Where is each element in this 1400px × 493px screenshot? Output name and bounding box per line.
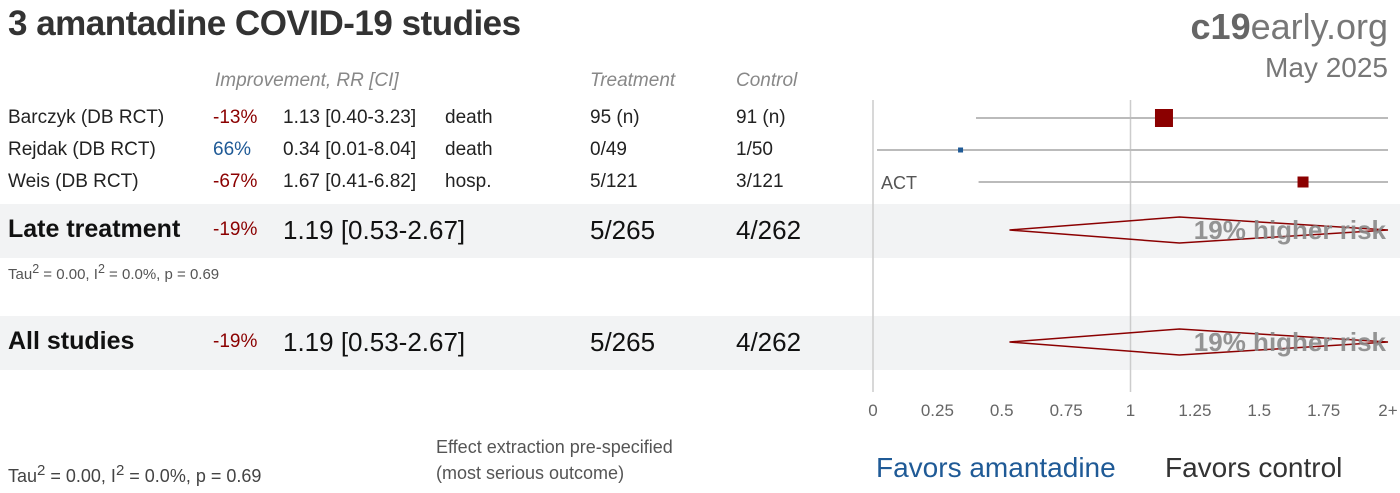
summary-band-late — [0, 204, 1400, 258]
x-tick-label: 1 — [1126, 401, 1135, 420]
het-tau-label: Tau — [8, 266, 33, 283]
study-point — [958, 147, 964, 153]
het-sup2: 2 — [115, 462, 125, 479]
study-treatment: 0/49 — [590, 139, 627, 160]
favors-control-label: Favors control — [1165, 452, 1343, 483]
summary-rr: 1.19 [0.53-2.67] — [283, 215, 466, 245]
study-point — [1297, 176, 1309, 188]
extraction-note: Effect extraction pre-specified (most ser… — [436, 434, 673, 486]
summary-treatment: 5/265 — [590, 215, 656, 245]
x-tick-label: 1.25 — [1178, 401, 1211, 420]
study-row: Barczyk (DB RCT) -13% 1.13 [0.40-3.23] d… — [0, 107, 870, 137]
het-mid: = 0.00, I — [45, 466, 116, 486]
het-sup2: 2 — [97, 262, 105, 276]
summary-row-all: All studies -19% 1.19 [0.53-2.67] 5/265 … — [0, 327, 870, 367]
study-treatment: 5/121 — [590, 171, 638, 192]
x-tick-label: 0.25 — [921, 401, 954, 420]
het-suffix: = 0.0%, p = 0.69 — [104, 266, 220, 283]
study-annotation: ACT — [881, 173, 917, 193]
x-tick-label: 1.75 — [1307, 401, 1340, 420]
x-tick-label: 2+ — [1378, 401, 1397, 420]
heterogeneity-late: Tau2 = 0.00, I2 = 0.0%, p = 0.69 — [8, 262, 219, 283]
summary-band-all — [0, 316, 1400, 370]
study-rr: 1.13 [0.40-3.23] — [283, 107, 417, 128]
summary-improvement: -19% — [213, 331, 258, 352]
summary-risk-label: 19% higher risk — [1194, 215, 1387, 245]
summary-treatment: 5/265 — [590, 327, 656, 357]
header-control: Control — [736, 70, 798, 91]
summary-name: Late treatment — [8, 215, 181, 243]
study-row: Rejdak (DB RCT) 66% 0.34 [0.01-8.04] dea… — [0, 139, 870, 169]
het-sup: 2 — [37, 462, 46, 479]
summary-control: 4/262 — [736, 327, 802, 357]
het-mid: = 0.00, I — [39, 266, 98, 283]
summary-name: All studies — [8, 327, 135, 355]
het-suffix: = 0.0%, p = 0.69 — [124, 466, 262, 486]
page-title: 3 amantadine COVID-19 studies — [8, 4, 521, 43]
study-row: Weis (DB RCT) -67% 1.67 [0.41-6.82] hosp… — [0, 171, 870, 201]
study-improvement: -13% — [213, 107, 258, 128]
het-sup: 2 — [32, 262, 40, 276]
study-control: 91 (n) — [736, 107, 786, 128]
report-date: May 2025 — [1265, 52, 1388, 83]
study-rr: 0.34 [0.01-8.04] — [283, 139, 417, 160]
study-outcome: death — [445, 139, 493, 160]
summary-improvement: -19% — [213, 219, 258, 240]
x-tick-label: 0.5 — [990, 401, 1014, 420]
summary-risk-label: 19% higher risk — [1194, 327, 1387, 357]
summary-diamond — [1009, 216, 1389, 244]
study-name: Barczyk (DB RCT) — [8, 107, 165, 128]
x-tick-label: 1.5 — [1247, 401, 1271, 420]
summary-row-late: Late treatment -19% 1.19 [0.53-2.67] 5/2… — [0, 215, 870, 255]
summary-diamond — [1009, 328, 1389, 356]
x-tick-label: 0 — [868, 401, 877, 420]
study-outcome: hosp. — [445, 171, 492, 192]
study-control: 1/50 — [736, 139, 773, 160]
brand-logo[interactable]: c19early.org — [1191, 6, 1388, 48]
study-name: Rejdak (DB RCT) — [8, 139, 156, 160]
brand-prefix: c19 — [1190, 6, 1251, 47]
brand-suffix: early.org — [1250, 6, 1388, 47]
x-tick-label: 0.75 — [1050, 401, 1083, 420]
favors-treatment-label: Favors amantadine — [876, 452, 1116, 483]
het-tau-label: Tau — [8, 466, 38, 486]
note-line-1: Effect extraction pre-specified — [436, 437, 673, 457]
study-treatment: 95 (n) — [590, 107, 640, 128]
summary-rr: 1.19 [0.53-2.67] — [283, 327, 466, 357]
summary-control: 4/262 — [736, 215, 802, 245]
heterogeneity-all: Tau2 = 0.00, I2 = 0.0%, p = 0.69 — [8, 462, 261, 487]
study-point — [1154, 109, 1173, 127]
study-name: Weis (DB RCT) — [8, 171, 139, 192]
note-line-2: (most serious outcome) — [436, 463, 625, 483]
study-improvement: 66% — [213, 139, 252, 160]
study-control: 3/121 — [736, 171, 784, 192]
header-treatment: Treatment — [590, 70, 676, 91]
study-improvement: -67% — [213, 171, 258, 192]
study-outcome: death — [445, 107, 493, 128]
study-rr: 1.67 [0.41-6.82] — [283, 171, 417, 192]
header-improvement: Improvement, RR [CI] — [215, 70, 399, 91]
